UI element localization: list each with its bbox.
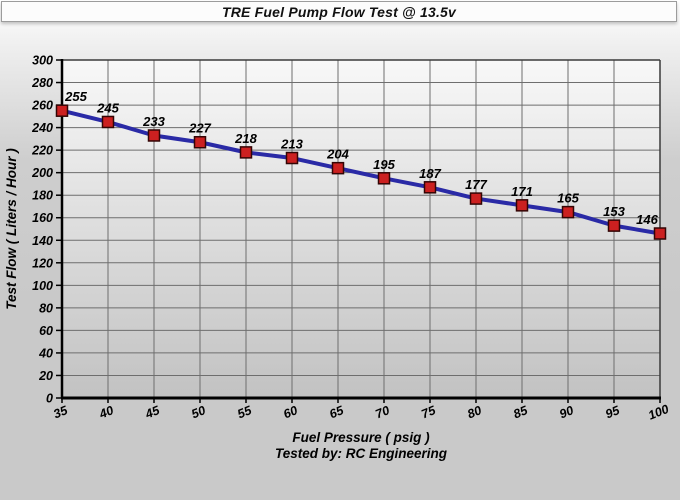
y-tick-label: 300: [32, 54, 53, 68]
y-tick-label: 280: [31, 76, 53, 90]
y-tick-label: 140: [32, 234, 53, 248]
data-point-marker: [607, 219, 621, 232]
y-tick-label: 100: [32, 279, 53, 293]
x-tick-label: 45: [143, 403, 163, 422]
data-point-marker: [193, 135, 207, 149]
x-tick-label: 100: [646, 402, 671, 423]
series-line: [60, 108, 662, 236]
y-tick-label: 240: [31, 121, 53, 135]
data-point-marker: [101, 115, 115, 129]
x-tick-label: 95: [603, 403, 622, 422]
data-point-marker: [55, 104, 69, 117]
y-tick-label: 20: [38, 369, 53, 383]
data-point-marker: [561, 205, 575, 219]
data-point-label: 204: [326, 147, 349, 162]
y-tick-label: 260: [31, 99, 53, 113]
y-tick-label: 40: [38, 346, 53, 360]
x-tick-label: 90: [557, 403, 575, 421]
x-tick-label: 40: [97, 403, 116, 422]
y-tick-label: 180: [32, 189, 53, 203]
y-tick-label: 80: [39, 301, 53, 315]
data-point-label: 245: [96, 100, 119, 115]
data-point-marker: [331, 161, 345, 175]
data-point-marker: [285, 151, 299, 165]
data-point-label: 187: [419, 166, 441, 181]
y-axis-title: Test Flow ( Liters / Hour ): [4, 148, 19, 310]
data-point-label: 195: [373, 157, 395, 172]
y-tick-label: 200: [31, 166, 53, 180]
data-point-label: 177: [465, 177, 487, 192]
y-tick-label: 0: [46, 392, 53, 406]
x-tick-label: 60: [281, 403, 299, 421]
x-tick-label: 65: [327, 403, 346, 422]
y-tick-label: 160: [32, 211, 53, 225]
data-point-label: 165: [557, 191, 579, 206]
x-axis-title: Fuel Pressure ( psig ): [292, 430, 430, 445]
data-point-marker: [423, 181, 437, 194]
data-point-marker: [653, 227, 667, 240]
data-point-label: 218: [234, 131, 257, 146]
y-tick-label: 60: [39, 324, 53, 338]
data-point-label: 227: [188, 121, 211, 136]
y-tick-label: 120: [32, 256, 53, 270]
footer-note: Tested by: RC Engineering: [275, 446, 448, 461]
x-tick-label: 55: [235, 403, 254, 422]
data-point-marker: [469, 192, 483, 205]
x-tick-label: 70: [373, 403, 391, 421]
data-point-marker: [147, 129, 161, 142]
plot-area: [62, 60, 660, 398]
data-point-label: 255: [64, 89, 87, 104]
y-tick-label: 220: [31, 144, 53, 158]
data-point-label: 146: [636, 212, 658, 227]
data-point-marker: [515, 199, 529, 212]
x-tick-label: 50: [189, 403, 207, 421]
x-tick-label: 35: [51, 403, 70, 422]
x-tick-label: 75: [419, 403, 438, 422]
data-point-marker: [377, 172, 391, 185]
data-point-label: 233: [142, 114, 165, 129]
data-point-label: 171: [511, 184, 533, 199]
data-point-marker: [239, 146, 253, 159]
x-tick-label: 80: [465, 403, 483, 421]
data-point-label: 153: [603, 204, 625, 219]
chart-title-bar: TRE Fuel Pump Flow Test @ 13.5v: [1, 1, 677, 22]
chart-title: TRE Fuel Pump Flow Test @ 13.5v: [221, 3, 457, 20]
x-tick-label: 85: [511, 403, 530, 422]
data-point-label: 213: [280, 137, 303, 152]
